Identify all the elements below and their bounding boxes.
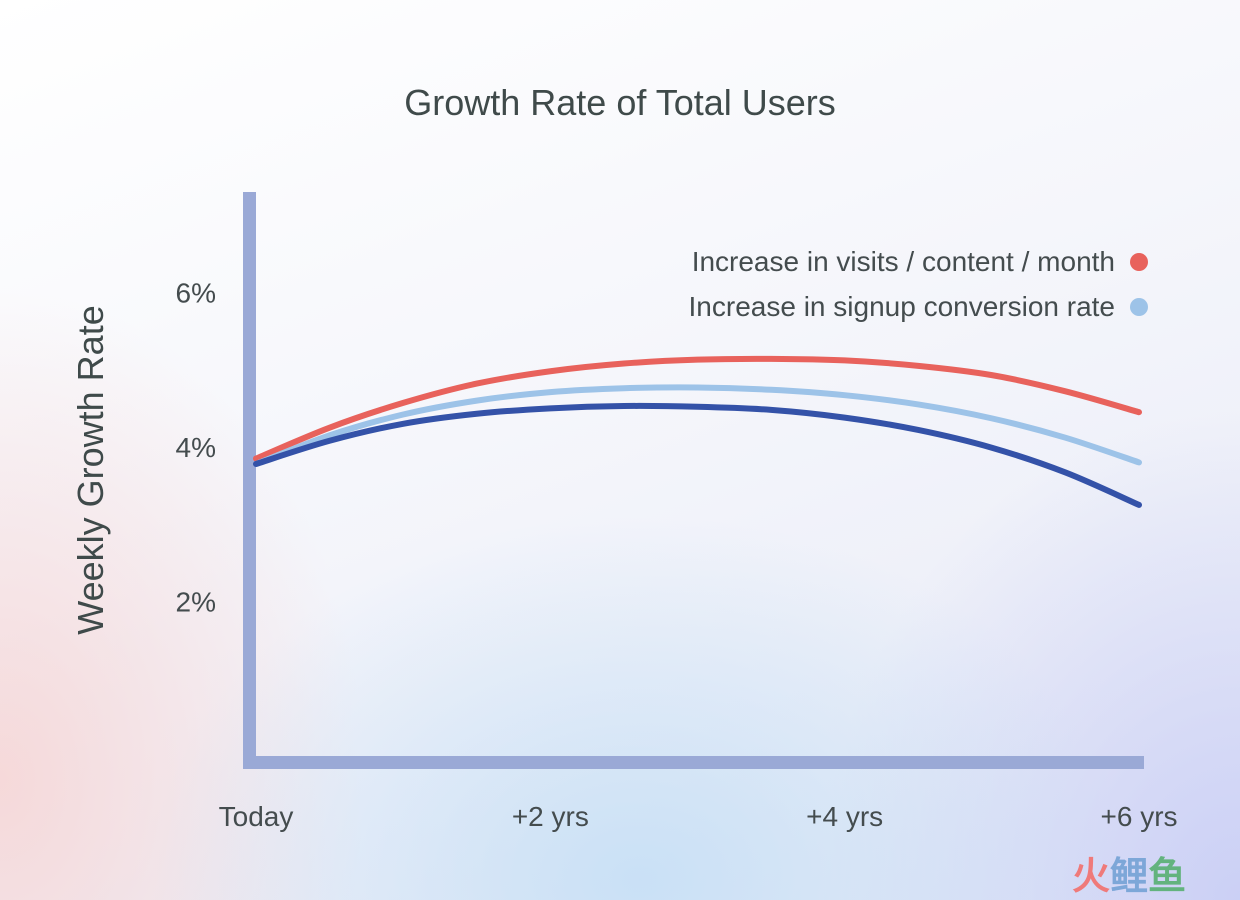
watermark-logo: 火鲤鱼 [1072,854,1186,898]
y-tick-labels: 2% 4% 6% [176,277,216,617]
series-lines [253,355,1142,508]
legend-label: Increase in visits / content / month [692,246,1115,277]
y-tick-label: 4% [176,432,216,463]
legend-marker [1130,298,1148,316]
x-tick-label: +2 yrs [512,801,589,832]
y-tick-label: 6% [176,277,216,308]
chart-title: Growth Rate of Total Users [404,82,836,123]
series-line-2 [253,384,1142,467]
x-tick-labels: Today +2 yrs +4 yrs +6 yrs [219,801,1178,832]
x-tick-label: +6 yrs [1100,801,1177,832]
watermark-text: 火鲤鱼 [1072,854,1186,898]
y-axis-line [243,192,256,769]
series-line-3 [253,402,1142,508]
legend-marker [1130,253,1148,271]
legend-label: Increase in signup conversion rate [689,291,1115,322]
y-axis-label: Weekly Growth Rate [70,305,111,634]
legend: Increase in visits / content / month Incr… [689,246,1148,322]
x-tick-label: +4 yrs [806,801,883,832]
y-tick-label: 2% [176,586,216,617]
x-axis-line [243,756,1144,769]
x-tick-label: Today [219,801,294,832]
series-line-1 [253,355,1142,462]
